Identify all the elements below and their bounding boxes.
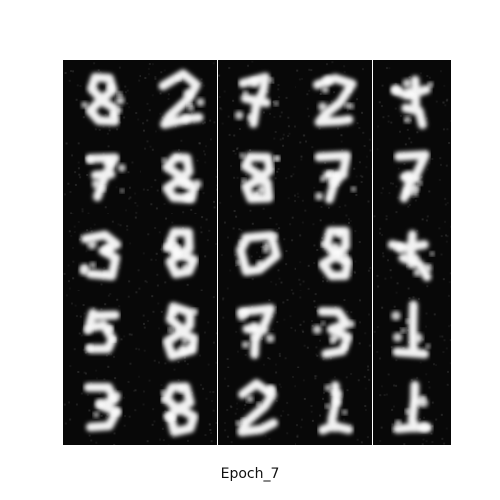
- sample-cell: [63, 137, 141, 214]
- sample-digit: [218, 60, 296, 137]
- sample-cell: [218, 291, 296, 368]
- sample-cell: [141, 291, 219, 368]
- sample-cell: [218, 60, 296, 137]
- sample-cell: [141, 137, 219, 214]
- sample-digit: [222, 292, 296, 368]
- sample-cell: [141, 368, 219, 445]
- epoch-caption: Epoch_7: [220, 466, 280, 482]
- sample-cell: [63, 60, 141, 137]
- sample-digit: [142, 138, 219, 214]
- sample-digit: [298, 214, 372, 291]
- sample-digit: [142, 216, 219, 291]
- sample-digit: [296, 293, 371, 368]
- sample-digit: [296, 138, 374, 212]
- sample-cell: [373, 291, 451, 368]
- sample-digit: [63, 216, 141, 291]
- sample-digit: [63, 142, 141, 214]
- sample-digit: [374, 291, 451, 367]
- sample-cell: [141, 214, 219, 291]
- sample-digit: [376, 137, 451, 214]
- sample-digit: [373, 215, 451, 290]
- sample-digit: [295, 61, 374, 137]
- sample-cell: [218, 137, 296, 214]
- sample-cell: [295, 368, 374, 445]
- sample-digit: [142, 368, 218, 445]
- sample-cell: [63, 291, 141, 368]
- sample-cell: [373, 214, 451, 291]
- sample-digit: [295, 368, 370, 444]
- sample-digit: [141, 62, 216, 133]
- sample-cell: [63, 214, 141, 291]
- sample-cell: [373, 60, 451, 137]
- grid-separator-line: [372, 60, 373, 445]
- sample-digit: [377, 67, 451, 134]
- sample-cell: [373, 137, 451, 214]
- sample-cell: [63, 368, 141, 445]
- sample-cell: [295, 60, 374, 137]
- sample-digit: [142, 295, 218, 366]
- sample-digit: [224, 371, 296, 445]
- sample-cell: [218, 214, 296, 291]
- sample-cell: [296, 214, 374, 291]
- sample-digit: [219, 137, 296, 213]
- sample-digit: [64, 62, 141, 135]
- sample-cell: [296, 291, 374, 368]
- sample-digit: [63, 369, 140, 445]
- generated-samples-grid: [63, 60, 451, 445]
- grid-separator-line: [217, 60, 218, 445]
- sample-digit: [379, 370, 450, 445]
- sample-cell: [373, 368, 451, 445]
- sample-digit: [65, 291, 141, 368]
- sample-digit: [221, 215, 296, 291]
- sample-cell: [296, 137, 374, 214]
- sample-cell: [218, 368, 296, 445]
- sample-cell: [141, 60, 219, 137]
